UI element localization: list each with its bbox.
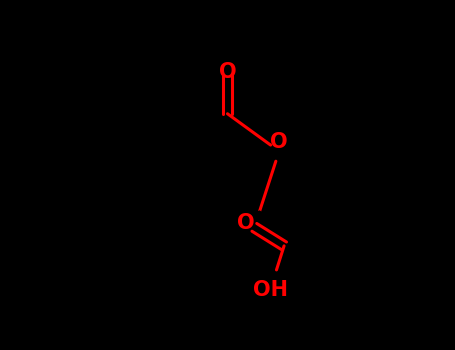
Text: OH: OH (253, 280, 288, 300)
Text: O: O (219, 62, 236, 83)
Text: O: O (270, 133, 288, 153)
Text: O: O (237, 213, 254, 233)
